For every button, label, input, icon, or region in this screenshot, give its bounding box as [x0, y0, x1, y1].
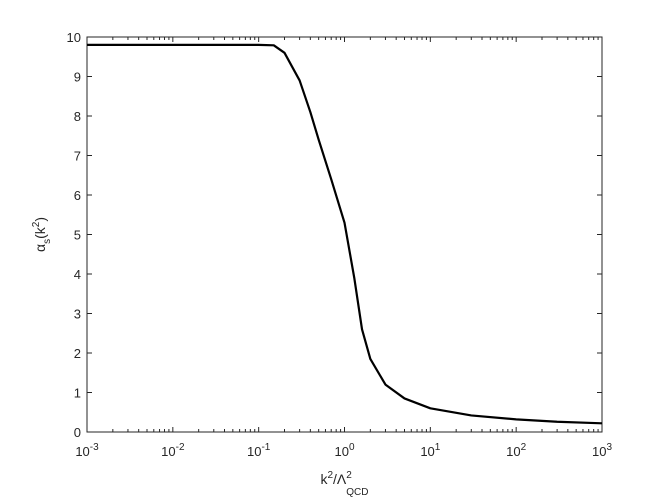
y-tick-label: 8 [74, 109, 81, 124]
y-tick-label: 1 [74, 386, 81, 401]
y-tick-label: 10 [67, 30, 81, 45]
y-tick-label: 5 [74, 228, 81, 243]
plot-area [86, 36, 603, 433]
y-tick-label: 7 [74, 149, 81, 164]
x-tick-label: 10-3​ [75, 442, 99, 459]
x-tick-label: 101​ [420, 442, 440, 459]
y-tick-label: 9 [74, 70, 81, 85]
x-tick-label: 103​ [592, 442, 612, 459]
x-tick-label: 102​ [506, 442, 526, 459]
data-line [87, 43, 603, 425]
y-tick-label: 6 [74, 188, 81, 203]
x-tick-label: 100​ [334, 442, 354, 459]
y-tick-label: 4 [74, 267, 81, 282]
x-axis-label: k2​/Λ2​QCD​ [320, 470, 368, 498]
y-tick-label: 0 [74, 425, 81, 440]
y-axis-label: αs​(k2​) [31, 217, 53, 252]
y-tick-label: 3 [74, 307, 81, 322]
y-tick-label: 2 [74, 346, 81, 361]
x-tick-label: 10-2​ [161, 442, 185, 459]
x-tick-label: 10-1​ [247, 442, 271, 459]
